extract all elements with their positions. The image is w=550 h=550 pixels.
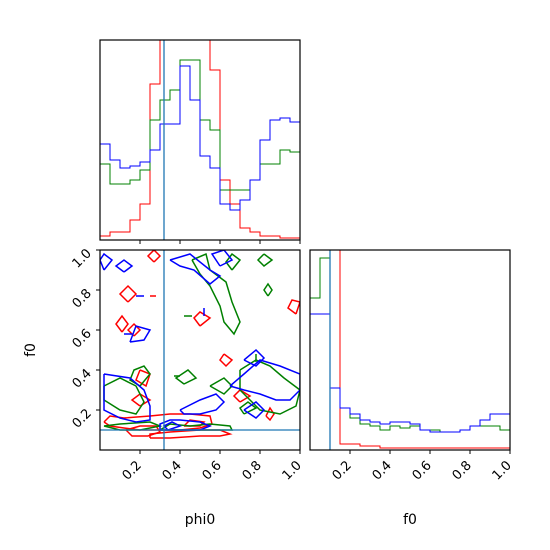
phi0-xtick-label: 1.0 [280, 458, 305, 483]
f0-histogram-frame [309, 249, 511, 451]
contour-line-1 [149, 429, 233, 439]
f0-hist-series-0 [310, 250, 510, 450]
contour-line-36 [210, 250, 234, 267]
f0-ytick-label: 0.6 [70, 326, 95, 351]
contour-line-14 [115, 314, 129, 333]
contour-line-27 [103, 373, 151, 423]
phi0-hist-series-2 [100, 65, 300, 240]
contour-line-11 [219, 353, 234, 368]
contour-line-29 [169, 253, 222, 285]
contour-line-25 [174, 369, 198, 385]
contour-line-38 [129, 325, 152, 343]
f0-xtick-label: 0.4 [370, 458, 395, 483]
contour-line-2 [125, 425, 162, 437]
contour-line-21 [239, 359, 300, 415]
phi0-axis-label: phi0 [185, 512, 216, 528]
contour-frame [99, 249, 301, 451]
contour-line-35 [243, 348, 266, 367]
contour-line-12 [287, 299, 300, 315]
f0-xtick-label: 0.8 [450, 458, 475, 483]
f0-ytick-label: 0.4 [70, 366, 95, 391]
f0-xaxis-label: f0 [403, 512, 417, 528]
phi0-histogram-panel [99, 39, 301, 244]
f0-ytick-label: 0.8 [70, 286, 95, 311]
f0-axis-label: f0 [23, 343, 39, 357]
f0-xtick-label: 0.6 [410, 458, 435, 483]
contour-line-32 [114, 259, 134, 273]
contour-line-19 [191, 252, 241, 336]
phi0-xtick-label: 0.2 [120, 458, 145, 483]
contour-line-34 [243, 401, 266, 419]
contour-line-22 [256, 253, 274, 267]
phi0-hist-series-0 [100, 40, 300, 240]
f0-xtick-label: 1.0 [490, 458, 515, 483]
phi0-hist-series-1 [100, 59, 300, 240]
contour-line-5 [146, 250, 162, 263]
contour-line-23 [209, 377, 234, 395]
phi0-xtick-label: 0.8 [240, 458, 265, 483]
phi0-xtick-label: 0.4 [160, 458, 185, 483]
contour-line-6 [193, 311, 212, 327]
contour-line-10 [135, 369, 151, 388]
f0-histogram-panel: 0.2 0.4 0.6 0.8 1.0 [309, 249, 515, 483]
contour-line-15 [103, 377, 145, 415]
f0-ytick-label: 0.2 [70, 406, 95, 431]
phi0-f0-contour-panel: 0.2 0.2 0.4 0.4 0.6 0.6 0.8 0.8 1.0 1.0 [70, 246, 305, 483]
contour-line-20 [129, 365, 151, 387]
contour-line-24 [263, 282, 273, 297]
contour-line-31 [179, 393, 226, 415]
contour-line-33 [100, 252, 114, 271]
contour-line-26 [238, 401, 258, 415]
phi0-xtick-label: 0.6 [200, 458, 225, 483]
phi0-histogram-frame [99, 39, 301, 241]
f0-ytick-label: 1.0 [70, 246, 95, 271]
contour-line-18 [225, 252, 242, 271]
f0-xtick-label: 0.2 [330, 458, 355, 483]
contour-line-3 [126, 322, 142, 337]
f0-hist-series-2 [310, 313, 510, 450]
contour-line-4 [118, 284, 138, 303]
contour-line-37 [162, 421, 182, 431]
contour-line-13 [265, 406, 275, 422]
